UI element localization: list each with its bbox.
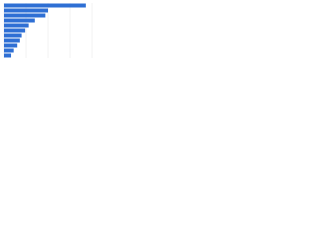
page: (() => { const data = JSON.parse(documen… bbox=[0, 0, 320, 71]
bar bbox=[4, 38, 20, 43]
bar bbox=[4, 33, 22, 38]
bar bbox=[4, 8, 48, 13]
bar bbox=[4, 18, 35, 23]
bar bbox=[4, 53, 12, 58]
bar bbox=[4, 3, 86, 8]
bar bbox=[4, 48, 14, 53]
bar bbox=[4, 28, 26, 33]
chart bbox=[3, 3, 93, 58]
bar bbox=[4, 13, 46, 18]
bar bbox=[4, 23, 29, 28]
bar bbox=[4, 43, 18, 48]
